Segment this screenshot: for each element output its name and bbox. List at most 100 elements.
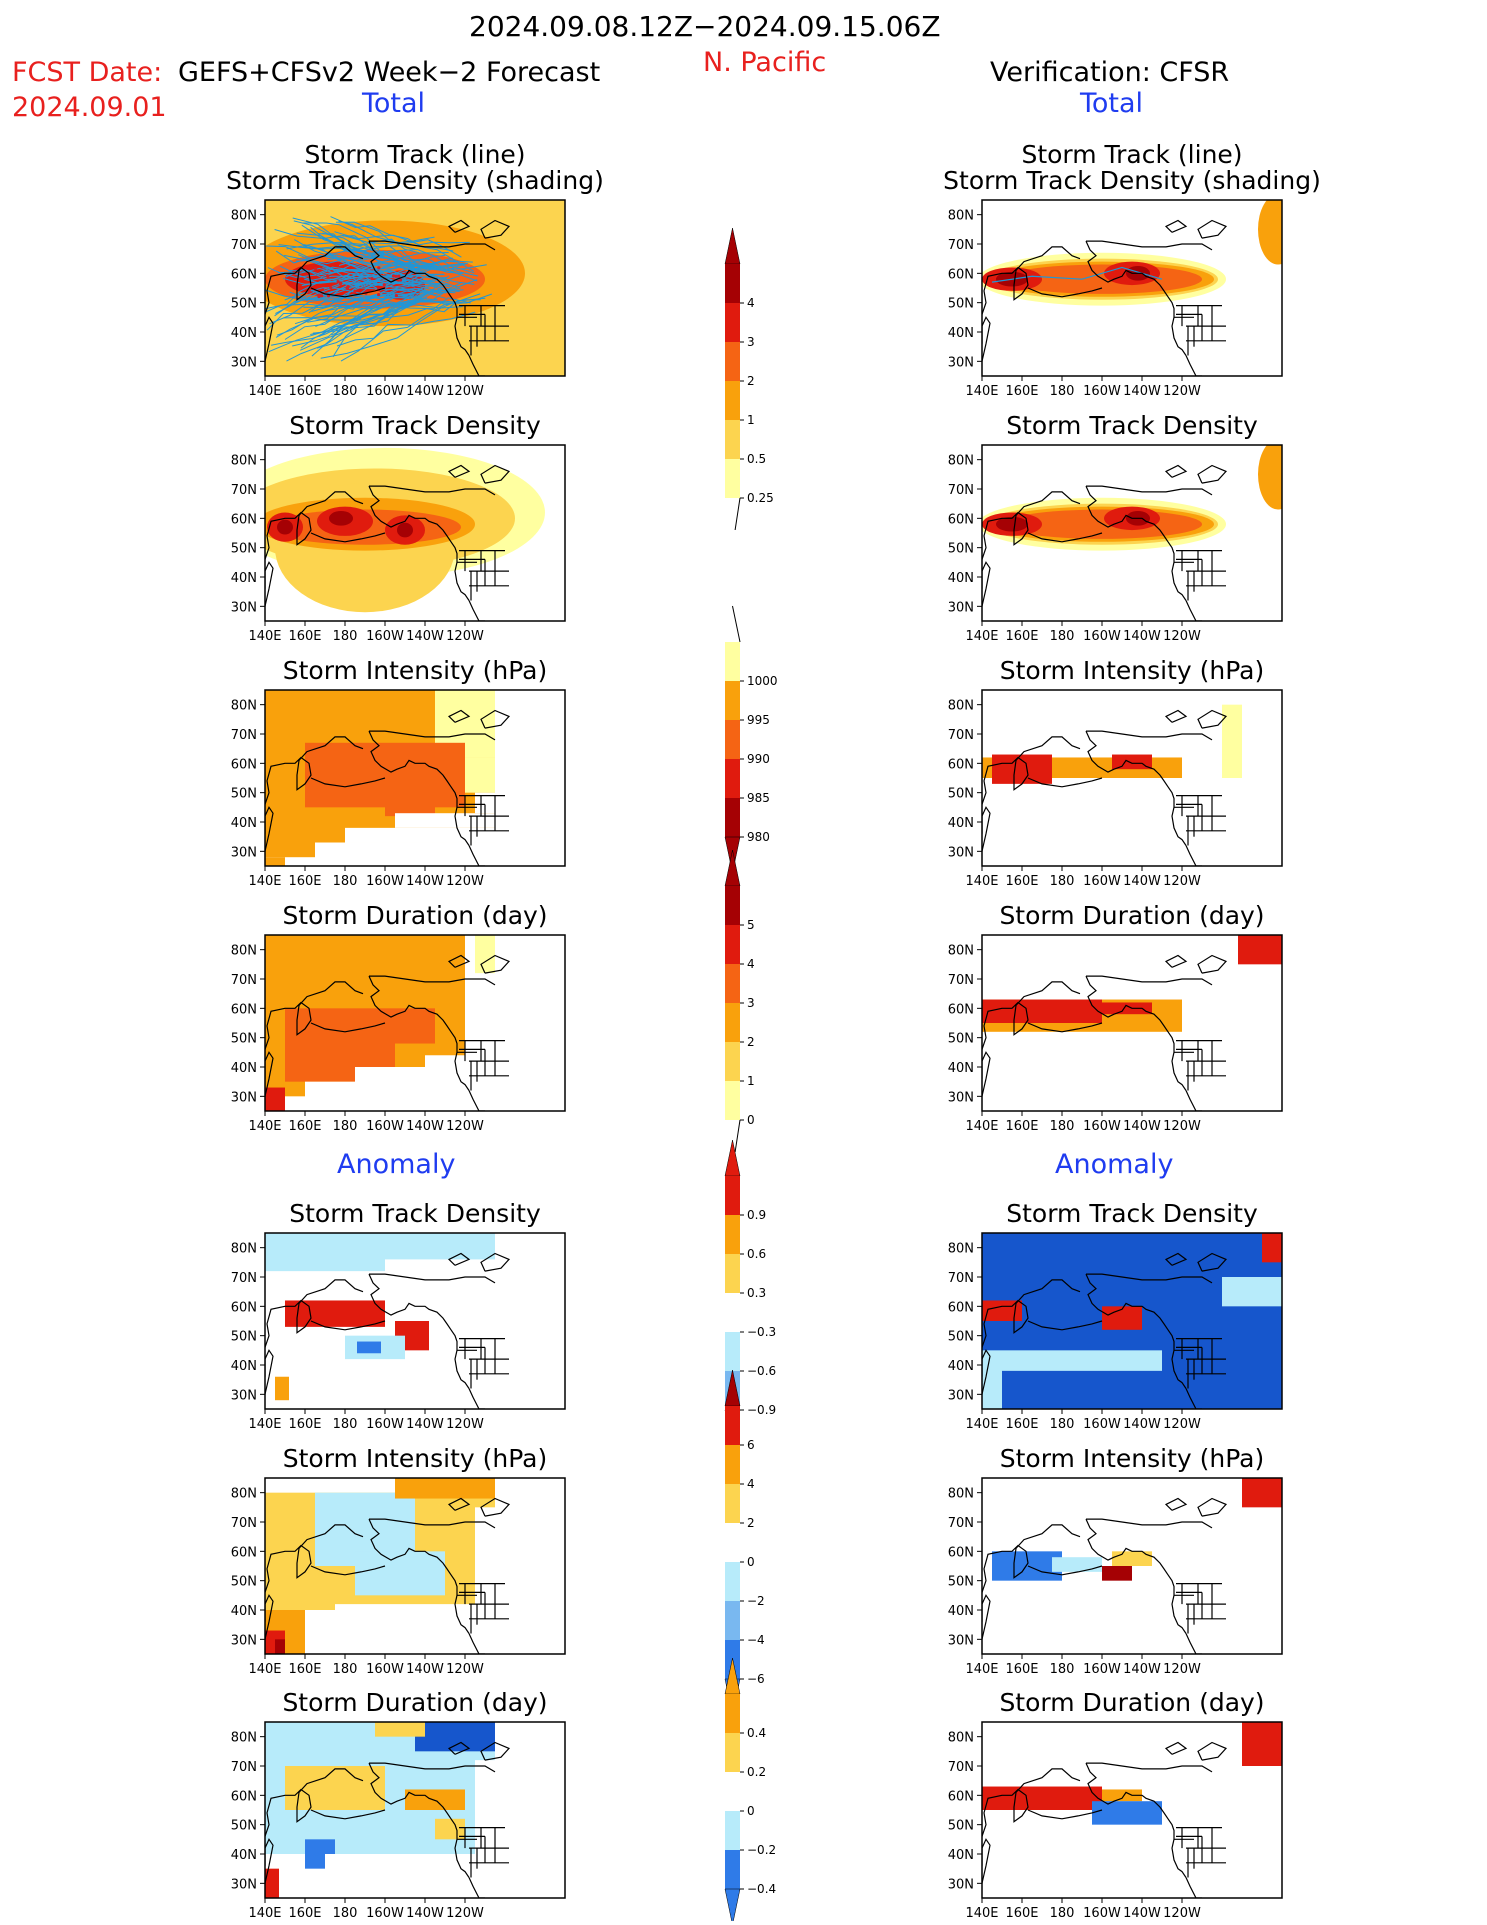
storm-track (303, 244, 451, 286)
storm-track (271, 299, 410, 346)
colorbar-segment (725, 381, 740, 420)
cfsr-track-line-map-title: Storm Track (line) Storm Track Density (s… (852, 141, 1412, 195)
lon-tick-label: 140W (1123, 1906, 1161, 1921)
lat-tick-label: 60N (948, 757, 974, 772)
storm-track (316, 304, 463, 349)
colorbar-segment (725, 1445, 740, 1484)
colorbar-label: 6 (747, 1438, 755, 1452)
lon-tick-label: 180 (1050, 384, 1075, 399)
colorbar-label: 1 (747, 413, 755, 427)
blank-cell (335, 1604, 565, 1654)
coastline (468, 1090, 485, 1111)
colorbar-segment (725, 1042, 740, 1081)
colorbar-label: −0.3 (747, 1325, 776, 1339)
colorbar-segment (725, 1562, 740, 1601)
colorbar-density_total: 4 3 2 1 0.5 0.25 (724, 227, 774, 530)
coastline (480, 464, 511, 484)
panel-title-line: Storm Intensity (hPa) (282, 656, 548, 685)
lon-tick-label: 140E (965, 1417, 998, 1432)
map-frame (264, 1721, 566, 1899)
coastline (468, 845, 485, 866)
lon-tick-label: 160E (1005, 1119, 1038, 1134)
fcst-track-line-map: 80N 70N 60N 50N 40N 30N 140E 160E 180 160W 140W 120… (231, 199, 566, 399)
coastline (982, 806, 991, 852)
lat-tick-label: 70N (948, 483, 974, 498)
lat-tick-label: 40N (231, 1061, 257, 1076)
lat-tick-label: 70N (231, 483, 257, 498)
lat-tick-label: 50N (231, 297, 257, 312)
lon-tick-label: 160W (1083, 629, 1121, 644)
lat-tick-label: 40N (948, 1359, 974, 1374)
colorbar-segment (725, 1215, 740, 1254)
lat-tick-label: 80N (948, 209, 974, 224)
coastline (1085, 730, 1187, 846)
coastline (982, 491, 1081, 560)
lon-tick-label: 160W (1083, 1662, 1121, 1677)
track-point (326, 274, 330, 278)
lat-tick-label: 50N (948, 787, 974, 802)
shade-contour (397, 522, 413, 538)
coastline (265, 1349, 274, 1395)
storm-track (298, 254, 436, 283)
shade-cell (265, 1233, 385, 1272)
lon-tick-label: 160E (1005, 629, 1038, 644)
storm-track (266, 278, 409, 331)
colorbar-segment (725, 759, 740, 798)
coastline (369, 485, 496, 496)
lat-tick-label: 80N (948, 1731, 974, 1746)
lon-tick-label: 140E (248, 629, 281, 644)
storm-track (338, 248, 475, 274)
lon-tick-label: 140W (1123, 1417, 1161, 1432)
map-frame (981, 1721, 1283, 1899)
track-point (338, 282, 342, 286)
coastline (1086, 1273, 1213, 1284)
storm-track (315, 293, 481, 328)
colorbar-label: 2 (747, 374, 755, 388)
coastline (310, 1565, 386, 1576)
coastline (480, 1497, 511, 1517)
lon-tick-label: 160W (1083, 874, 1121, 889)
lon-tick-label: 120W (446, 874, 484, 889)
cfsr-duration-anomaly-map: 80N 70N 60N 50N 40N 30N 140E 160E 180 160W 140W 120… (948, 1721, 1283, 1921)
lon-tick-label: 140E (248, 1417, 281, 1432)
coastline (982, 1279, 1081, 1348)
map-frame (264, 1232, 566, 1410)
lat-tick-label: 70N (231, 1516, 257, 1531)
panel-title-line: Storm Track Density (1006, 1199, 1258, 1228)
track-point (370, 277, 374, 281)
coastline (480, 709, 511, 729)
anomaly-label-right: Anomaly (1055, 1149, 1174, 1180)
colorbar-duration_total: 5 4 3 2 1 0 (724, 849, 755, 1152)
coastline (447, 1497, 471, 1511)
lat-tick-label: 40N (948, 816, 974, 831)
coastline (982, 561, 991, 607)
lon-tick-label: 140E (248, 1906, 281, 1921)
lon-tick-label: 140E (965, 1906, 998, 1921)
panel-title-line: Storm Track (line) (304, 140, 526, 169)
lat-tick-label: 60N (231, 1002, 257, 1017)
lon-tick-label: 160W (1083, 1906, 1121, 1921)
storm-track (334, 231, 470, 246)
coastline (1086, 1518, 1213, 1529)
coastline (982, 981, 1081, 1050)
lon-tick-label: 160E (288, 874, 321, 889)
shade-cell (395, 1478, 495, 1499)
lat-tick-label: 50N (948, 1032, 974, 1047)
storm-track (303, 246, 450, 283)
coastline (1027, 532, 1103, 543)
coastline (447, 219, 471, 233)
cfsr-track-density-map: 80N 70N 60N 50N 40N 30N 140E 160E 180 160W 140W 120… (948, 444, 1283, 644)
lat-tick-label: 30N (948, 1388, 974, 1403)
coastline (468, 1388, 485, 1409)
total-label-right: Total (1080, 88, 1144, 119)
lat-tick-label: 30N (231, 600, 257, 615)
coastline (1185, 845, 1202, 866)
coastline (1027, 777, 1103, 788)
lat-tick-label: 60N (948, 1002, 974, 1017)
coastline (1185, 600, 1202, 621)
coastline (982, 316, 991, 362)
shade-cell (982, 1350, 1002, 1409)
coastline (265, 1279, 364, 1348)
coastline (982, 1051, 991, 1097)
storm-track (286, 297, 428, 362)
